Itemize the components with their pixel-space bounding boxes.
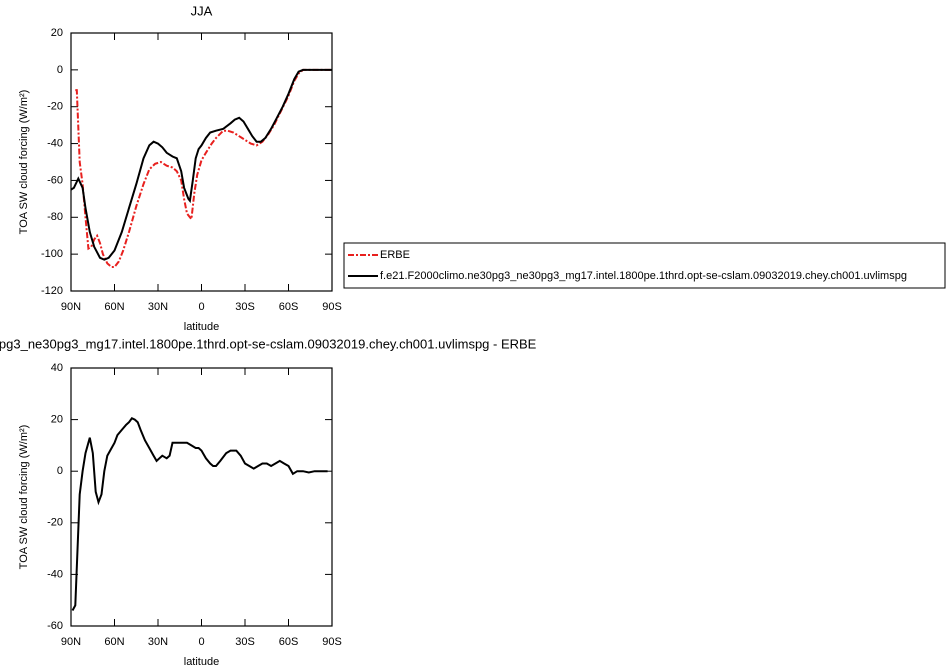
y-axis-label: TOA SW cloud forcing (W/m²) (18, 90, 30, 235)
x-tick-label: 90N (61, 301, 81, 313)
y-tick-label: -20 (47, 101, 63, 113)
y-tick-label: 20 (51, 27, 63, 39)
x-tick-label: 60N (104, 301, 124, 313)
data-line (75, 68, 332, 268)
x-axis-label: latitude (184, 321, 219, 333)
x-tick-label: 30S (235, 636, 255, 648)
data-line (71, 417, 328, 611)
y-tick-label: 0 (57, 64, 63, 76)
legend-label: ERBE (380, 249, 410, 261)
x-tick-label: 30N (148, 636, 168, 648)
y-tick-label: -100 (41, 248, 63, 260)
x-tick-label: 30S (235, 301, 255, 313)
y-tick-label: -20 (47, 517, 63, 529)
y-tick-label: -80 (47, 211, 63, 223)
plot-frame (70, 367, 333, 627)
y-tick-label: -120 (41, 285, 63, 297)
y-tick-label: 0 (57, 465, 63, 477)
x-tick-label: 0 (198, 301, 204, 313)
y-tick-label: -60 (47, 174, 63, 186)
plot-frame (70, 32, 333, 292)
y-axis-label: TOA SW cloud forcing (W/m²) (18, 425, 30, 570)
y-tick-label: -40 (47, 137, 63, 149)
x-tick-label: 90S (322, 636, 342, 648)
y-tick-label: 40 (51, 362, 63, 374)
x-tick-label: 90N (61, 636, 81, 648)
x-tick-label: 90S (322, 301, 342, 313)
data-line (70, 68, 332, 261)
x-tick-label: 30N (148, 301, 168, 313)
chart-title: f.e21.F2000climo.ne30pg3_ne30pg3_mg17.in… (0, 336, 537, 351)
y-tick-label: -60 (47, 620, 63, 632)
x-tick-label: 60N (104, 636, 124, 648)
chart-title: JJA (191, 3, 213, 18)
legend-label: f.e21.F2000climo.ne30pg3_ne30pg3_mg17.in… (380, 270, 907, 282)
x-tick-label: 60S (279, 636, 299, 648)
x-tick-label: 60S (279, 301, 299, 313)
y-tick-label: -40 (47, 568, 63, 580)
legend-box (343, 242, 946, 289)
x-axis-label: latitude (184, 656, 219, 668)
x-tick-label: 0 (198, 636, 204, 648)
y-tick-label: 20 (51, 414, 63, 426)
